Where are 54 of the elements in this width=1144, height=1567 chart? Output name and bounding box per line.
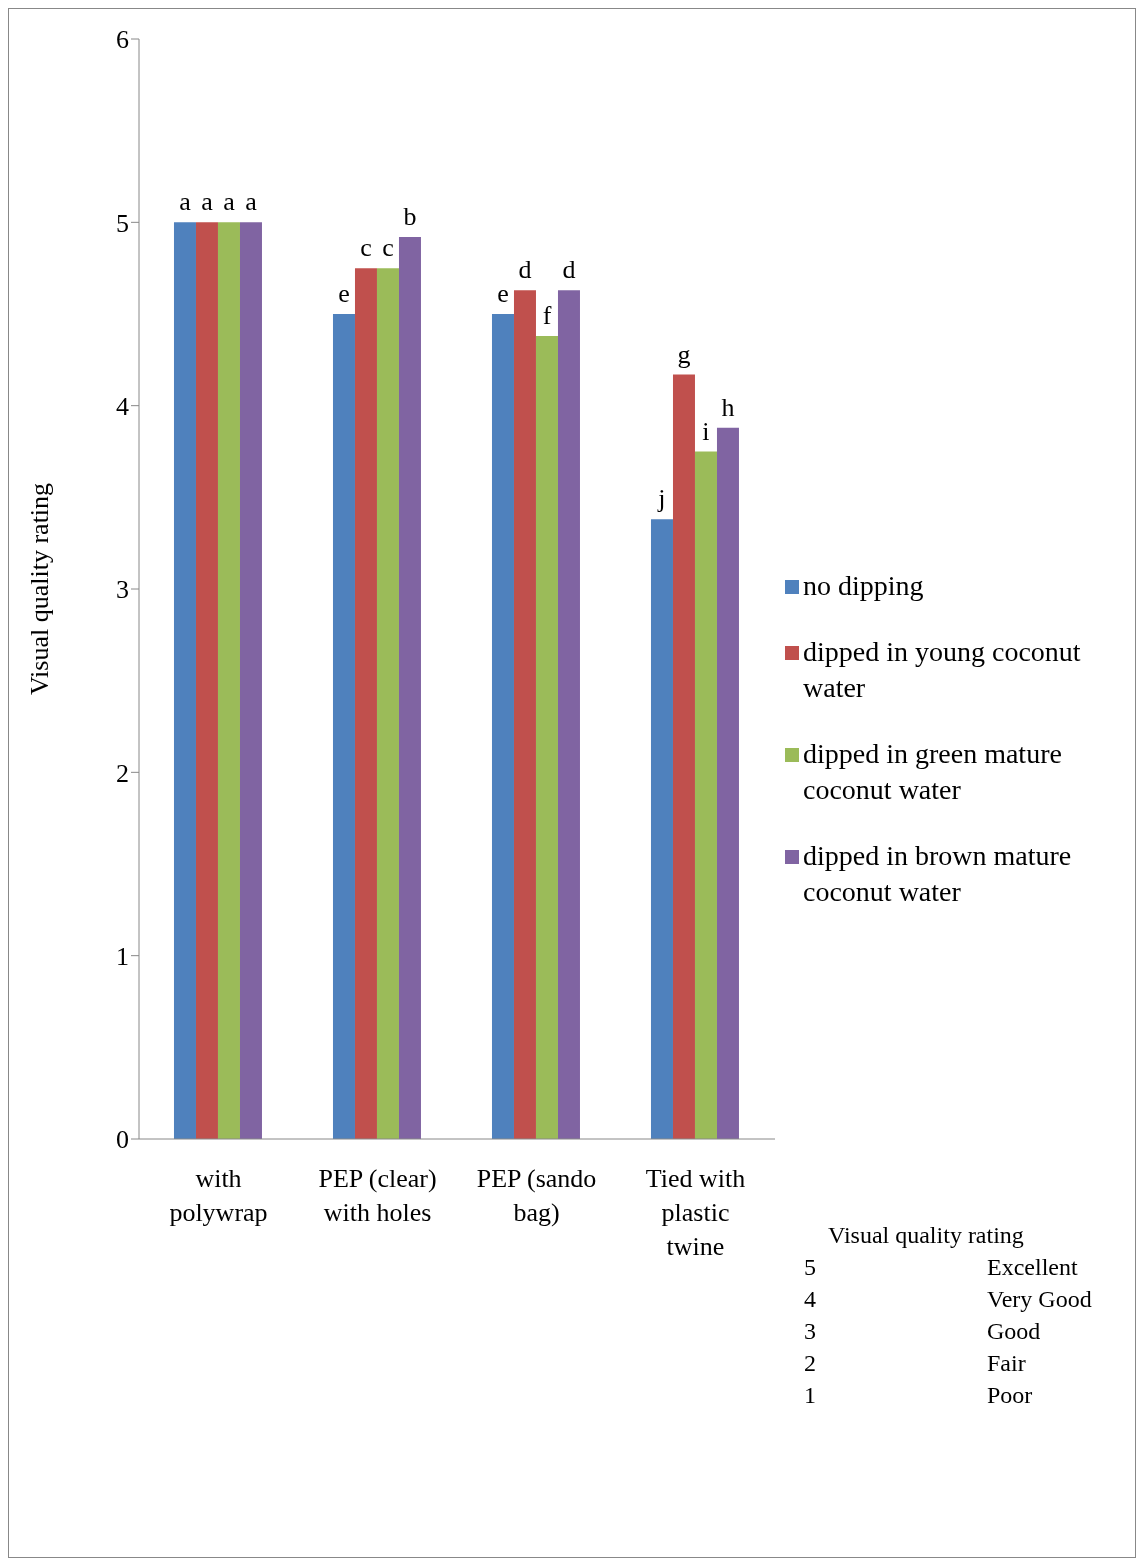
- data-label: d: [562, 255, 576, 285]
- bar: [535, 336, 558, 1139]
- bar: [491, 314, 514, 1139]
- bar: [650, 519, 673, 1139]
- data-label: j: [657, 484, 666, 514]
- data-label: a: [245, 187, 258, 217]
- x-tick-label: PEP (sando bag): [476, 1164, 597, 1227]
- data-label: c: [360, 233, 372, 263]
- legend-label: dipped in brown mature coconut water: [803, 839, 1073, 909]
- data-label: g: [677, 339, 691, 369]
- text: 3 Good: [804, 1317, 1042, 1346]
- text: 5 Excellent: [804, 1253, 1079, 1282]
- y-tick-label: 1: [116, 941, 129, 971]
- bar: [217, 222, 240, 1139]
- bar: [195, 222, 218, 1139]
- data-label: a: [201, 187, 214, 217]
- data-label: d: [518, 255, 532, 285]
- legend-label: no dipping: [803, 569, 924, 603]
- y-axis-title: Visual quality rating: [25, 482, 55, 696]
- legend-label: dipped in green mature coconut water: [803, 737, 1063, 807]
- y-tick-label: 6: [116, 25, 129, 55]
- data-label: f: [542, 301, 552, 330]
- data-label: a: [179, 187, 192, 217]
- bar: [513, 290, 536, 1139]
- bar: [694, 451, 717, 1139]
- text: 1 Poor: [804, 1381, 1034, 1410]
- bar: [332, 314, 355, 1139]
- data-label: i: [702, 416, 710, 446]
- bar: [398, 237, 421, 1139]
- bar: [239, 222, 262, 1139]
- text: 2 Fair: [804, 1349, 1027, 1378]
- data-label: c: [382, 233, 394, 263]
- bar: [173, 222, 196, 1139]
- x-tick-label: PEP (clear) with holes: [318, 1164, 437, 1227]
- data-label: h: [721, 392, 735, 422]
- y-tick-label: 0: [116, 1125, 129, 1155]
- y-tick-label: 5: [116, 208, 129, 238]
- x-tick-label: with polywrap: [169, 1164, 268, 1227]
- bar: [376, 268, 399, 1139]
- y-tick-label: 4: [116, 391, 129, 421]
- x-tick-label: Tied with plastic twine: [645, 1164, 746, 1261]
- y-tick-label: 3: [116, 575, 129, 605]
- bar: [557, 290, 580, 1139]
- bar: [672, 374, 695, 1139]
- data-label: e: [338, 279, 350, 308]
- text: Visual quality rating: [827, 1221, 1025, 1250]
- bar: [716, 427, 739, 1139]
- data-label: b: [403, 202, 417, 231]
- data-label: e: [497, 279, 509, 308]
- legend-label: dipped in young coconut water: [803, 635, 1082, 705]
- text: 4 Very Good: [804, 1285, 1092, 1314]
- y-tick-label: 2: [116, 758, 129, 788]
- data-label: a: [223, 187, 236, 217]
- bar: [354, 268, 377, 1139]
